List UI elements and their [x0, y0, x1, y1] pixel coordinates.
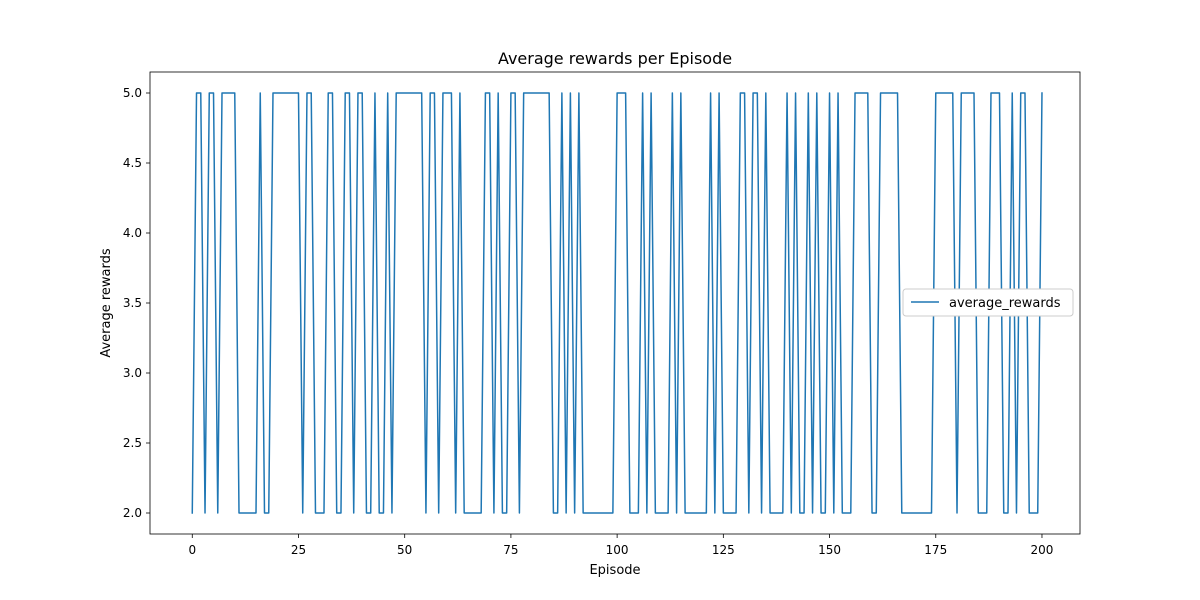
x-tick-label: 75 — [503, 543, 518, 557]
y-tick-label: 3.0 — [123, 366, 142, 380]
y-tick-label: 3.5 — [123, 296, 142, 310]
x-tick-label: 200 — [1031, 543, 1054, 557]
x-axis-label: Episode — [589, 563, 640, 578]
x-tick-label: 100 — [606, 543, 629, 557]
x-tick-label: 25 — [291, 543, 306, 557]
series-line-average-rewards — [191, 92, 1043, 514]
x-tick-label: 125 — [712, 543, 735, 557]
axes: 0 25 50 75 100 125 150 175 200 2.0 2.5 3.0 3.5 4.0 4.5… — [123, 71, 1081, 557]
legend-label: average_rewards — [949, 296, 1061, 311]
y-tick-label: 4.5 — [123, 156, 142, 170]
y-tick-label: 5.0 — [123, 86, 142, 100]
y-tick-label: 2.0 — [123, 506, 142, 520]
x-tick-label: 150 — [818, 543, 841, 557]
chart-title: Average rewards per Episode — [498, 49, 732, 68]
y-tick-label: 2.5 — [123, 436, 142, 450]
legend-box — [902, 288, 1074, 317]
y-axis-label: Average rewards — [99, 248, 114, 358]
plot-area — [191, 92, 1043, 514]
x-tick-label: 50 — [397, 543, 412, 557]
x-tick-label: 0 — [188, 543, 196, 557]
x-tick-label: 175 — [924, 543, 947, 557]
y-tick-label: 4.0 — [123, 226, 142, 240]
legend: average_rewards — [902, 288, 1074, 317]
